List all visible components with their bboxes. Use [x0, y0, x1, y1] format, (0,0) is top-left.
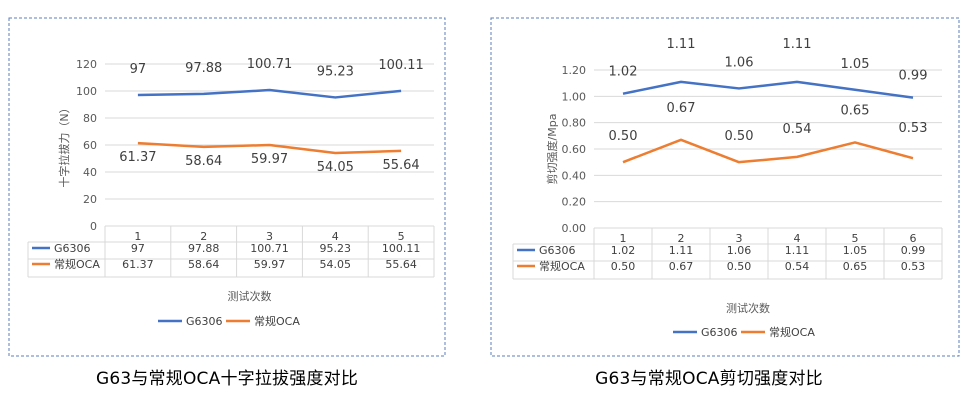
y-tick-label: 0.80 [562, 117, 587, 130]
y-tick-label: 1.20 [562, 64, 587, 77]
x-axis-title: 测试次数 [726, 301, 770, 315]
y-tick-label: 0.60 [562, 143, 587, 156]
table-cell-value: 97 [131, 242, 145, 255]
table-cell-value: 1.11 [785, 244, 810, 257]
data-label: 61.37 [119, 150, 156, 165]
table-cell-value: 61.37 [122, 258, 154, 271]
series-line [137, 141, 402, 155]
table-cell-value: 0.54 [785, 260, 810, 273]
table-series-name: 常规OCA [539, 259, 585, 273]
table-series-name: G6306 [539, 244, 576, 257]
y-axis-title: 十字拉拔力（N） [57, 102, 71, 187]
table-cell-value: 0.50 [611, 260, 636, 273]
x-tick-label: 1 [134, 230, 141, 243]
table-cell-value: 100.11 [382, 242, 421, 255]
data-label: 1.05 [841, 57, 870, 72]
data-label: 100.11 [378, 58, 424, 73]
legend-label: G6306 [701, 326, 738, 339]
x-tick-label: 2 [678, 232, 685, 245]
y-tick-label: 120 [76, 58, 97, 71]
x-tick-label: 2 [200, 230, 207, 243]
x-tick-label: 4 [794, 232, 801, 245]
y-tick-label: 20 [83, 193, 97, 206]
data-label: 97.88 [185, 61, 222, 76]
y-axis-title: 剪切强度/Mpa [545, 114, 559, 185]
legend-label: 常规OCA [254, 314, 300, 328]
table-cell-value: 1.06 [727, 244, 752, 257]
table-cell-value: 0.50 [727, 260, 752, 273]
legend-label: 常规OCA [769, 325, 815, 339]
y-tick-label: 0.40 [562, 169, 587, 182]
table-cell-value: 59.97 [254, 258, 286, 271]
table-cell-value: 0.53 [901, 260, 926, 273]
table-cell-value: 1.02 [611, 244, 636, 257]
series-line [137, 88, 402, 99]
data-label: 100.71 [247, 57, 293, 72]
y-tick-label: 1.00 [562, 90, 587, 103]
table-cell-value: 0.67 [669, 260, 694, 273]
data-label: 0.99 [899, 69, 928, 84]
chart-frame [490, 17, 960, 357]
table-cell-value: 1.05 [843, 244, 868, 257]
y-tick-label: 100 [76, 85, 97, 98]
data-label: 0.50 [725, 129, 754, 144]
y-tick-label: 80 [83, 112, 97, 125]
y-tick-label: 0.00 [562, 222, 587, 235]
pull-strength-chart: 0 20 40 60 80 100 120 十字拉拔力（N） 1 2 3 4 5 G6306 97 97.88… [8, 17, 446, 357]
data-label: 0.65 [841, 103, 870, 118]
data-label: 97 [130, 62, 147, 77]
x-tick-label: 6 [910, 232, 917, 245]
data-label: 0.50 [609, 129, 638, 144]
table-cell-value: 58.64 [188, 258, 220, 271]
data-label: 95.23 [317, 64, 354, 79]
table-series-name: G6306 [54, 242, 91, 255]
x-tick-label: 4 [332, 230, 339, 243]
table-series-name: 常规OCA [54, 257, 100, 271]
data-label: 59.97 [251, 152, 288, 167]
data-label: 55.64 [382, 158, 419, 173]
table-cell-value: 100.71 [250, 242, 289, 255]
table-cell-value: 95.23 [320, 242, 352, 255]
chart-panel-shear-strength: 0.00 0.20 0.40 0.60 0.80 1.00 1.20 剪切强度/Mpa 1 2 3 4… [490, 0, 960, 400]
table-cell-value: 0.65 [843, 260, 868, 273]
data-label: 1.06 [725, 55, 754, 70]
data-label: 58.64 [185, 154, 222, 169]
x-tick-label: 5 [398, 230, 405, 243]
shear-strength-chart: 0.00 0.20 0.40 0.60 0.80 1.00 1.20 剪切强度/Mpa 1 2 3 4… [490, 17, 960, 357]
y-tick-label: 0.20 [562, 196, 587, 209]
y-tick-label: 60 [83, 139, 97, 152]
x-tick-label: 5 [852, 232, 859, 245]
series-line [622, 80, 914, 99]
y-tick-label: 0 [90, 220, 97, 233]
data-label: 1.02 [609, 65, 638, 80]
x-tick-label: 3 [736, 232, 743, 245]
data-label: 0.53 [899, 121, 928, 136]
table-cell-value: 97.88 [188, 242, 220, 255]
chart-caption: G63与常规OCA剪切强度对比 [595, 369, 823, 389]
data-label: 54.05 [317, 160, 354, 175]
data-label: 0.67 [667, 101, 696, 116]
chart-frame [8, 17, 446, 357]
chart-panel-pull-strength: 0 20 40 60 80 100 120 十字拉拔力（N） 1 2 3 4 5 G6306 97 97.88… [8, 0, 446, 400]
table-cell-value: 54.05 [320, 258, 352, 271]
x-axis-title: 测试次数 [228, 289, 272, 303]
table-cell-value: 55.64 [385, 258, 417, 271]
data-label: 1.11 [783, 37, 812, 52]
y-tick-label: 40 [83, 166, 97, 179]
data-label: 0.54 [783, 122, 812, 137]
chart-caption: G63与常规OCA十字拉拔强度对比 [95, 369, 359, 389]
legend-label: G6306 [186, 315, 223, 328]
x-tick-label: 3 [266, 230, 273, 243]
series-line [622, 138, 914, 164]
table-cell-value: 1.11 [669, 244, 694, 257]
x-tick-label: 1 [620, 232, 627, 245]
data-label: 1.11 [667, 37, 696, 52]
table-cell-value: 0.99 [901, 244, 926, 257]
